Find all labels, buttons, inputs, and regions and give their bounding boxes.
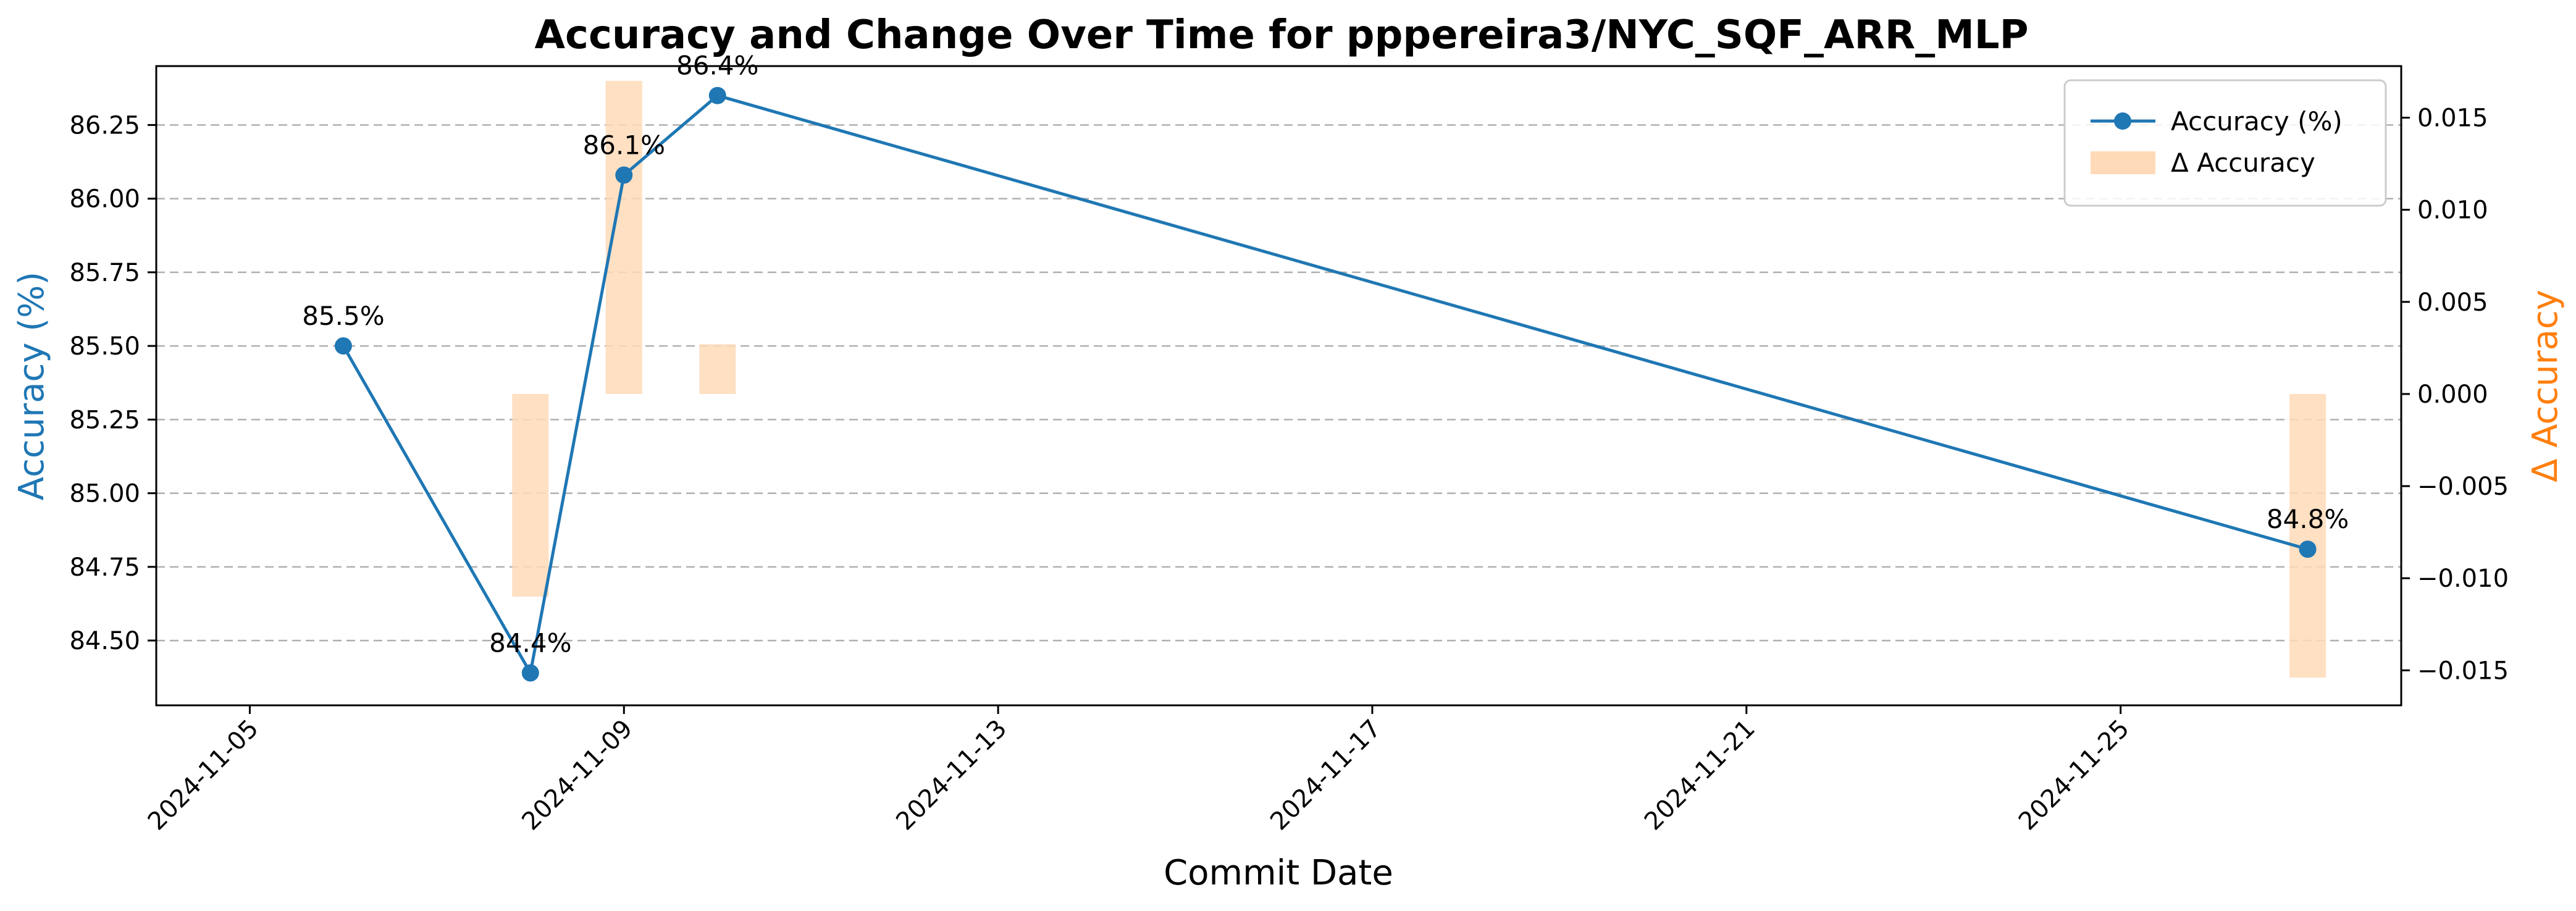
y2-tick-label: −0.015 (2417, 657, 2509, 685)
x-tick-label: 2024-11-09 (516, 715, 638, 836)
accuracy-point (2299, 540, 2317, 558)
legend-label-accuracy: Accuracy (%) (2171, 106, 2343, 136)
accuracy-point-label: 85.5% (302, 301, 384, 331)
accuracy-point-label: 84.8% (2267, 504, 2349, 534)
y-tick-label: 86.25 (69, 111, 140, 140)
y2-axis-label: Δ Accuracy (2525, 290, 2566, 482)
delta-bar (512, 393, 549, 597)
y2-tick-label: −0.010 (2417, 565, 2509, 593)
y-tick-label: 85.50 (69, 332, 140, 361)
accuracy-point-label: 86.1% (583, 130, 665, 160)
y2-tick-label: −0.005 (2417, 472, 2509, 501)
legend-marker-swatch (2114, 112, 2131, 130)
y-tick-label: 85.00 (69, 480, 140, 508)
accuracy-point (615, 166, 633, 184)
legend-bar-swatch (2091, 151, 2155, 174)
delta-bar (699, 344, 736, 394)
x-tick-label: 2024-11-25 (2013, 715, 2135, 836)
y2-tick-label: 0.015 (2417, 104, 2488, 133)
x-axis-label: Commit Date (1164, 853, 1393, 893)
accuracy-point-label: 84.4% (489, 628, 571, 658)
y2-tick-label: 0.005 (2417, 288, 2488, 317)
x-tick-label: 2024-11-17 (1265, 715, 1387, 836)
accuracy-points (334, 86, 2317, 682)
delta-bar (2289, 393, 2326, 678)
x-tick-label: 2024-11-13 (891, 715, 1012, 836)
x-tick-label: 2024-11-05 (143, 715, 264, 836)
y-axis-label: Accuracy (%) (12, 272, 52, 500)
legend-box (2063, 79, 2387, 207)
legend: Accuracy (%) Δ Accuracy (2063, 79, 2387, 207)
y-tick-label: 86.00 (69, 185, 140, 214)
y2-tick-label: 0.000 (2417, 380, 2488, 409)
y-tick-label: 84.50 (69, 627, 140, 655)
y-tick-label: 85.75 (69, 259, 140, 287)
y-tick-label: 85.25 (69, 406, 140, 434)
accuracy-point (708, 86, 726, 104)
y-axis-right: −0.015 −0.010 −0.005 0.000 0.005 0.010 0.015 (2401, 104, 2509, 685)
accuracy-point-labels: 85.5%84.4%86.1%86.4%84.8% (302, 51, 2349, 658)
accuracy-point (521, 664, 539, 682)
y2-tick-label: 0.010 (2417, 196, 2488, 225)
delta-bars (512, 80, 2326, 678)
accuracy-point (334, 337, 352, 355)
plot-frame (155, 65, 2402, 707)
legend-label-delta: Δ Accuracy (2171, 148, 2315, 178)
x-axis: 2024-11-05 2024-11-09 2024-11-13 2024-11-17… (143, 705, 2135, 836)
chart-title: Accuracy and Change Over Time for pppere… (535, 12, 2029, 58)
y-axis-left: 84.50 84.75 85.00 85.25 85.50 85.75 86.00 86.25 (69, 111, 156, 655)
y-tick-label: 84.75 (69, 553, 140, 582)
x-tick-label: 2024-11-21 (1639, 715, 1761, 836)
